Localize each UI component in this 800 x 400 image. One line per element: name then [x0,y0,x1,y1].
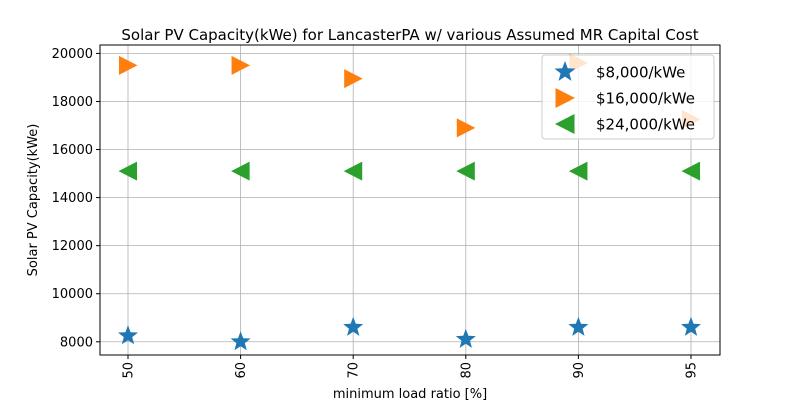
plot-frame [99,44,721,356]
data-points [118,53,701,351]
y-tick-label: 18000 [52,95,93,110]
data-point [568,316,589,336]
x-tick-label: 90 [572,362,587,379]
x-axis: 50 60 70 80 90 95 [122,355,700,379]
y-tick-label: 8000 [60,335,93,350]
legend-marker [555,114,575,134]
x-tick-label: 70 [347,362,362,379]
y-tick-label: 16000 [52,143,93,158]
data-point [681,316,701,336]
y-axis-label: Solar PV Capacity(kWe) [26,124,41,277]
x-axis-label: minimum load ratio [%] [333,387,487,400]
data-point [456,118,476,138]
legend: $8,000/kWe $16,000/kWe $24,000/kWe [541,54,715,140]
y-tick-label: 12000 [52,239,93,254]
data-point [681,161,701,181]
y-axis: 8000 10000 12000 14000 16000 18000 20000 [52,47,100,350]
data-point [231,161,250,181]
data-point [343,161,363,181]
x-tick-label: 95 [685,362,700,379]
data-point [456,161,475,181]
legend-label: $8,000/kWe [596,64,685,82]
legend-marker [554,61,576,81]
chart-title: Solar PV Capacity(kWe) for LancasterPA w… [121,26,698,44]
legend-marker [555,88,575,108]
x-tick-label: 60 [234,362,249,379]
data-point [568,161,588,181]
legend-label: $24,000/kWe [596,116,695,134]
legend-box [541,54,715,140]
legend-label: $16,000/kWe [596,90,695,108]
y-tick-label: 20000 [52,47,93,62]
data-point [344,69,363,89]
data-point [343,316,364,336]
data-point [230,331,251,351]
y-tick-label: 10000 [52,287,93,302]
data-point [455,328,476,348]
data-point [118,325,138,345]
y-tick-label: 14000 [52,191,93,206]
data-point [118,55,138,75]
data-point [118,161,138,181]
x-tick-label: 50 [122,362,137,379]
x-tick-label: 80 [459,362,474,379]
data-point [231,55,251,75]
